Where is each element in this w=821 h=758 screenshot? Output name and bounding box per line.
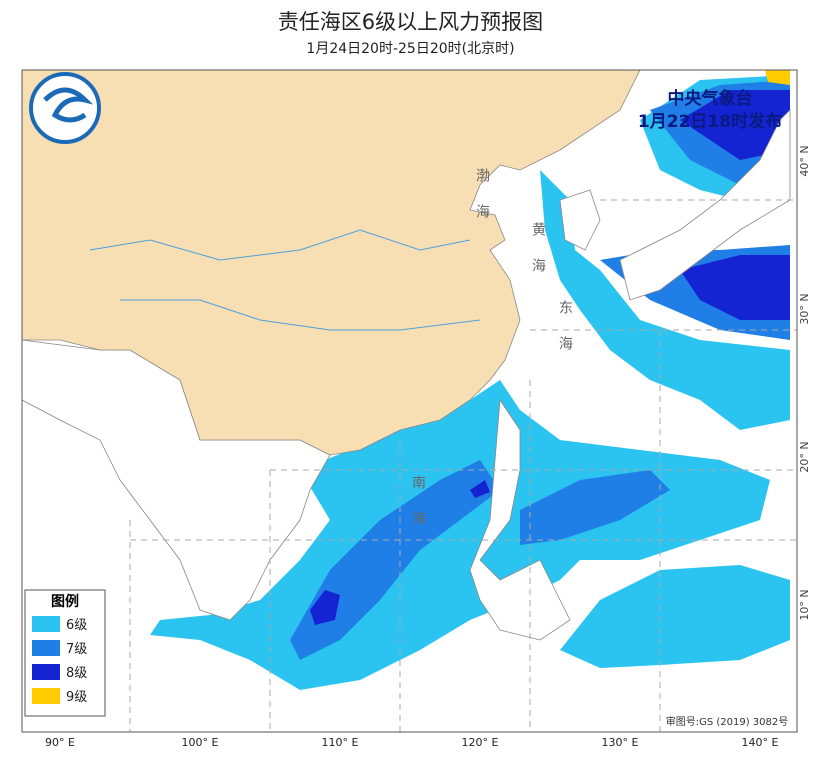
lat-label: 10° N — [798, 589, 811, 620]
sea-label: 黄海 — [530, 221, 546, 294]
sea-label: 东海 — [557, 300, 573, 372]
wind-area — [765, 70, 790, 85]
legend-swatch — [32, 640, 60, 656]
grid-line — [129, 199, 797, 732]
wind-area — [540, 170, 790, 430]
lon-label: 90° E — [45, 736, 75, 749]
lon-label: 100° E — [182, 736, 219, 749]
map-title: 责任海区6级以上风力预报图 — [277, 10, 544, 34]
legend-swatch — [32, 616, 60, 632]
lon-label: 130° E — [602, 736, 639, 749]
land — [559, 109, 791, 301]
issuer-name: 中央气象台 — [668, 88, 753, 109]
wind-area — [680, 255, 790, 320]
sea-label: 渤海 — [474, 168, 490, 240]
logo — [29, 72, 101, 144]
lon-label: 110° E — [322, 736, 359, 749]
lon-label: 140° E — [742, 736, 779, 749]
wind-area — [150, 380, 770, 690]
lat-label: 40° N — [798, 145, 811, 176]
legend-label: 8级 — [66, 666, 87, 681]
lat-label: 30° N — [798, 293, 811, 324]
wind-area — [520, 470, 670, 545]
legend-swatch — [32, 688, 60, 704]
legend-swatch — [32, 664, 60, 680]
sea-label: 南海 — [410, 475, 426, 547]
legend: 图例 6级 7级 8级 9级 — [24, 589, 106, 717]
china-land — [22, 70, 641, 456]
wind-area — [560, 565, 790, 668]
lon-label: 120° E — [462, 736, 499, 749]
map-body — [22, 70, 797, 732]
lat-label: 20° N — [798, 441, 811, 472]
approval-number: 审图号:GS (2019) 3082号 — [666, 715, 789, 728]
legend-title: 图例 — [51, 593, 79, 610]
land — [469, 398, 571, 641]
river — [89, 229, 481, 331]
wind-area — [680, 90, 790, 160]
legend-label: 9级 — [66, 690, 87, 705]
issue-time: 1月22日18时发布 — [638, 111, 782, 132]
logo-mark — [43, 87, 94, 123]
wind-area — [470, 480, 490, 498]
wind-area — [290, 460, 500, 660]
wind-area — [310, 590, 340, 625]
legend-label: 6级 — [66, 618, 87, 633]
map-subtitle: 1月24日20时-25日20时(北京时) — [306, 41, 515, 57]
map-frame — [21, 69, 798, 733]
legend-label: 7级 — [66, 642, 87, 657]
